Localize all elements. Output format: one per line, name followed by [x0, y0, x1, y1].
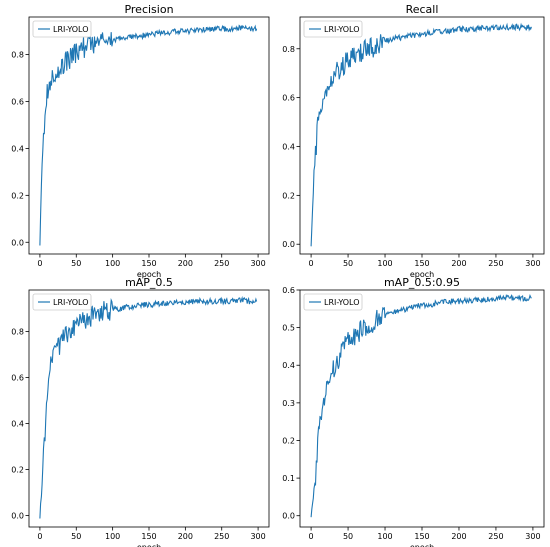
x-axis-label: epoch: [137, 270, 161, 279]
chart-title: Recall: [406, 3, 439, 16]
legend: LRI-YOLO: [32, 293, 92, 311]
y-tick-label: 0.2: [11, 191, 24, 200]
x-tick-label: 0: [37, 532, 42, 541]
chart-panel: Recall 0 50 100 150 200 250 300 0.0 0.2 0.4 0.6 0.8 e…: [282, 3, 545, 279]
x-tick-label: 50: [71, 532, 81, 541]
y-tick-label: 0.0: [11, 511, 24, 520]
x-tick-label: 250: [488, 532, 503, 541]
x-tick-label: 150: [414, 532, 429, 541]
legend-label: LRI-YOLO: [53, 298, 89, 307]
x-tick-label: 50: [343, 259, 353, 268]
y-tick-label: 0.6: [282, 286, 295, 295]
legend: LRI-YOLO: [303, 20, 363, 38]
x-tick-label: 200: [178, 259, 193, 268]
legend-box: [303, 293, 363, 311]
x-tick-label: 100: [377, 532, 392, 541]
y-tick-label: 0.6: [11, 97, 24, 106]
chart-panel: mAP_0.5 0 50 100 150 200 250 300 0.0 0.2 0.4 0.6 0.8…: [11, 276, 270, 547]
y-tick-label: 0.1: [282, 474, 295, 483]
y-tick-label: 0.5: [282, 324, 295, 333]
x-tick-label: 50: [343, 532, 353, 541]
legend-label: LRI-YOLO: [324, 298, 360, 307]
axes-frame: [299, 289, 545, 528]
chart-panel: mAP_0.5:0.95 0 50 100 150 200 250 300 0.0 0.1 0.2 0…: [282, 276, 545, 547]
x-tick-label: 100: [105, 532, 120, 541]
y-tick-label: 0.4: [282, 142, 295, 151]
legend-box: [32, 20, 92, 38]
x-tick-label: 250: [214, 259, 229, 268]
chart-title: Precision: [124, 3, 173, 16]
chart-panel: Precision 0 50 100 150 200 250 300 0.0 0.2 0.4 0.6 0…: [11, 3, 270, 279]
y-tick-label: 0.8: [11, 327, 24, 336]
x-tick-label: 300: [250, 259, 265, 268]
y-tick-label: 0.4: [11, 144, 24, 153]
y-tick-label: 0.2: [11, 465, 24, 474]
x-tick-label: 300: [525, 259, 540, 268]
x-tick-label: 0: [309, 532, 314, 541]
x-tick-label: 50: [71, 259, 81, 268]
legend-label: LRI-YOLO: [324, 25, 360, 34]
y-tick-label: 0.2: [282, 191, 295, 200]
x-axis-label: epoch: [410, 270, 434, 279]
x-tick-label: 200: [178, 532, 193, 541]
x-tick-label: 250: [488, 259, 503, 268]
series-line: [310, 22, 532, 247]
x-tick-label: 150: [414, 259, 429, 268]
legend: LRI-YOLO: [303, 293, 363, 311]
x-tick-label: 250: [214, 532, 229, 541]
axes-frame: [28, 289, 270, 528]
x-tick-label: 0: [309, 259, 314, 268]
y-tick-label: 0.4: [11, 419, 24, 428]
y-tick-label: 0.0: [282, 512, 295, 521]
axes-frame: [299, 16, 545, 255]
x-tick-label: 0: [37, 259, 42, 268]
chart-title: mAP_0.5:0.95: [384, 276, 460, 289]
x-tick-label: 300: [250, 532, 265, 541]
legend: LRI-YOLO: [32, 20, 92, 38]
series-line: [39, 24, 258, 246]
y-tick-label: 0.0: [11, 238, 24, 247]
y-tick-label: 0.0: [282, 240, 295, 249]
x-tick-label: 200: [451, 259, 466, 268]
y-tick-label: 0.2: [282, 436, 295, 445]
y-tick-label: 0.3: [282, 399, 295, 408]
y-tick-label: 0.8: [11, 51, 24, 60]
x-tick-label: 100: [105, 259, 120, 268]
y-tick-label: 0.6: [11, 373, 24, 382]
legend-box: [32, 293, 92, 311]
y-tick-label: 0.8: [282, 45, 295, 54]
x-axis-label: epoch: [137, 543, 161, 547]
legend-label: LRI-YOLO: [53, 25, 89, 34]
y-tick-label: 0.6: [282, 94, 295, 103]
x-tick-label: 150: [141, 532, 156, 541]
x-tick-label: 300: [525, 532, 540, 541]
series-line: [310, 293, 532, 518]
axes-frame: [28, 16, 270, 255]
y-tick-label: 0.4: [282, 361, 295, 370]
chart-title: mAP_0.5: [125, 276, 173, 289]
x-axis-label: epoch: [410, 543, 434, 547]
x-tick-label: 100: [377, 259, 392, 268]
series-line: [39, 295, 258, 519]
x-tick-label: 200: [451, 532, 466, 541]
x-tick-label: 150: [141, 259, 156, 268]
legend-box: [303, 20, 363, 38]
